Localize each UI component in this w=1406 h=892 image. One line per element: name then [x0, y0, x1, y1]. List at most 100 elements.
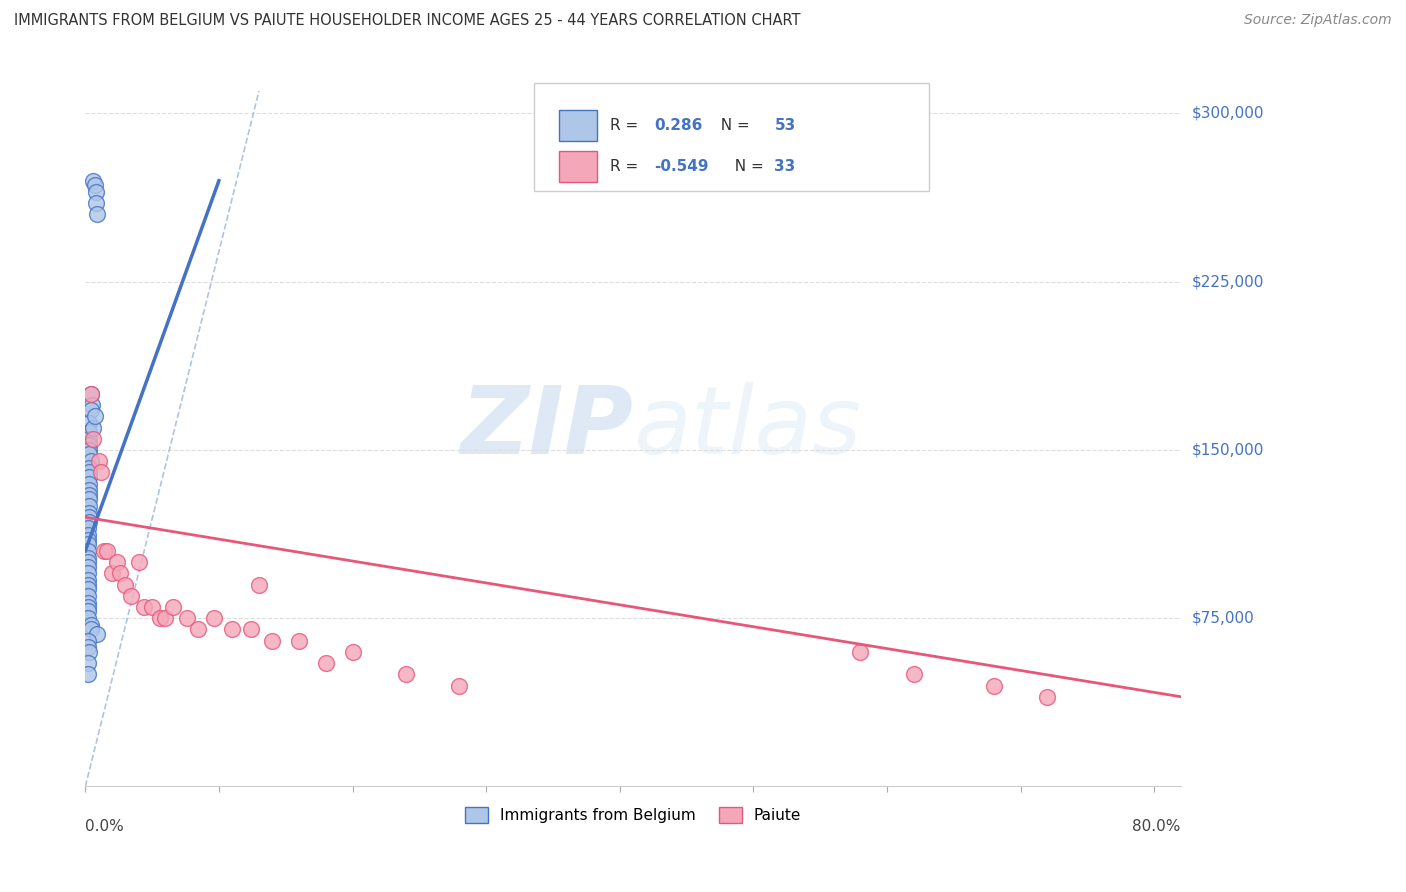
- Point: [93, 544, 115, 558]
- Point: [79, 476, 101, 491]
- Text: $75,000: $75,000: [1192, 611, 1254, 625]
- Text: $225,000: $225,000: [1192, 274, 1264, 289]
- Point: [79, 470, 101, 484]
- Point: [77, 537, 100, 551]
- Point: [79, 454, 101, 468]
- Text: ZIP: ZIP: [460, 382, 633, 474]
- Point: [77, 656, 100, 670]
- Text: 33: 33: [775, 159, 796, 174]
- Point: [79, 387, 101, 401]
- Point: [239, 623, 262, 637]
- Point: [315, 656, 337, 670]
- Point: [141, 599, 163, 614]
- Point: [155, 611, 177, 625]
- Point: [79, 499, 101, 513]
- Point: [77, 521, 100, 535]
- Point: [77, 550, 100, 565]
- Text: N =: N =: [711, 118, 755, 133]
- Point: [77, 559, 100, 574]
- Point: [1036, 690, 1059, 704]
- Text: -0.549: -0.549: [654, 159, 709, 174]
- Point: [82, 174, 104, 188]
- Point: [83, 178, 105, 193]
- Point: [79, 510, 101, 524]
- Text: 80.0%: 80.0%: [1132, 819, 1181, 834]
- Point: [247, 577, 270, 591]
- Legend: Immigrants from Belgium, Paiute: Immigrants from Belgium, Paiute: [458, 801, 807, 829]
- Point: [77, 611, 100, 625]
- Point: [288, 633, 311, 648]
- Text: IMMIGRANTS FROM BELGIUM VS PAIUTE HOUSEHOLDER INCOME AGES 25 - 44 YEARS CORRELAT: IMMIGRANTS FROM BELGIUM VS PAIUTE HOUSEH…: [14, 13, 800, 29]
- Point: [79, 387, 101, 401]
- Point: [108, 566, 131, 581]
- Point: [77, 589, 100, 603]
- Point: [149, 611, 172, 625]
- Point: [77, 528, 100, 542]
- Point: [114, 577, 136, 591]
- Point: [77, 599, 100, 614]
- Point: [79, 432, 101, 446]
- Point: [80, 398, 103, 412]
- Text: 0.286: 0.286: [654, 118, 702, 133]
- Point: [77, 595, 100, 609]
- Text: 53: 53: [775, 118, 796, 133]
- Text: $300,000: $300,000: [1192, 106, 1264, 121]
- Point: [221, 623, 243, 637]
- Point: [120, 589, 142, 603]
- Point: [77, 555, 100, 569]
- Point: [82, 420, 104, 434]
- Point: [84, 185, 107, 199]
- Point: [77, 667, 100, 681]
- Bar: [558, 151, 598, 182]
- Point: [79, 442, 101, 457]
- Point: [132, 599, 155, 614]
- Point: [342, 645, 364, 659]
- Point: [86, 627, 108, 641]
- Point: [262, 633, 284, 648]
- Point: [79, 438, 101, 452]
- Point: [128, 555, 150, 569]
- Point: [79, 416, 101, 430]
- Text: R =: R =: [610, 159, 643, 174]
- Point: [162, 599, 184, 614]
- Point: [79, 623, 101, 637]
- Point: [90, 466, 112, 480]
- Bar: [558, 110, 598, 141]
- Point: [79, 483, 101, 498]
- Point: [202, 611, 225, 625]
- Point: [96, 544, 118, 558]
- Text: $150,000: $150,000: [1192, 442, 1264, 458]
- Text: 0.0%: 0.0%: [86, 819, 124, 834]
- Point: [449, 679, 471, 693]
- Point: [105, 555, 128, 569]
- Point: [79, 515, 101, 529]
- Point: [903, 667, 925, 681]
- Point: [101, 566, 124, 581]
- Text: N =: N =: [725, 159, 769, 174]
- Point: [79, 402, 101, 417]
- Point: [79, 447, 101, 461]
- Text: atlas: atlas: [633, 382, 862, 473]
- Point: [849, 645, 872, 659]
- Point: [77, 633, 100, 648]
- Point: [79, 461, 101, 475]
- Point: [79, 618, 101, 632]
- Point: [395, 667, 418, 681]
- Point: [84, 196, 107, 211]
- Point: [77, 582, 100, 596]
- Point: [79, 425, 101, 439]
- Point: [79, 488, 101, 502]
- Text: Source: ZipAtlas.com: Source: ZipAtlas.com: [1244, 13, 1392, 28]
- Point: [77, 577, 100, 591]
- Point: [79, 466, 101, 480]
- Point: [176, 611, 198, 625]
- Point: [77, 533, 100, 547]
- Point: [83, 409, 105, 424]
- Point: [77, 573, 100, 587]
- Point: [82, 432, 104, 446]
- Point: [79, 492, 101, 507]
- Point: [86, 207, 108, 221]
- Point: [77, 640, 100, 655]
- Point: [983, 679, 1005, 693]
- Point: [77, 605, 100, 619]
